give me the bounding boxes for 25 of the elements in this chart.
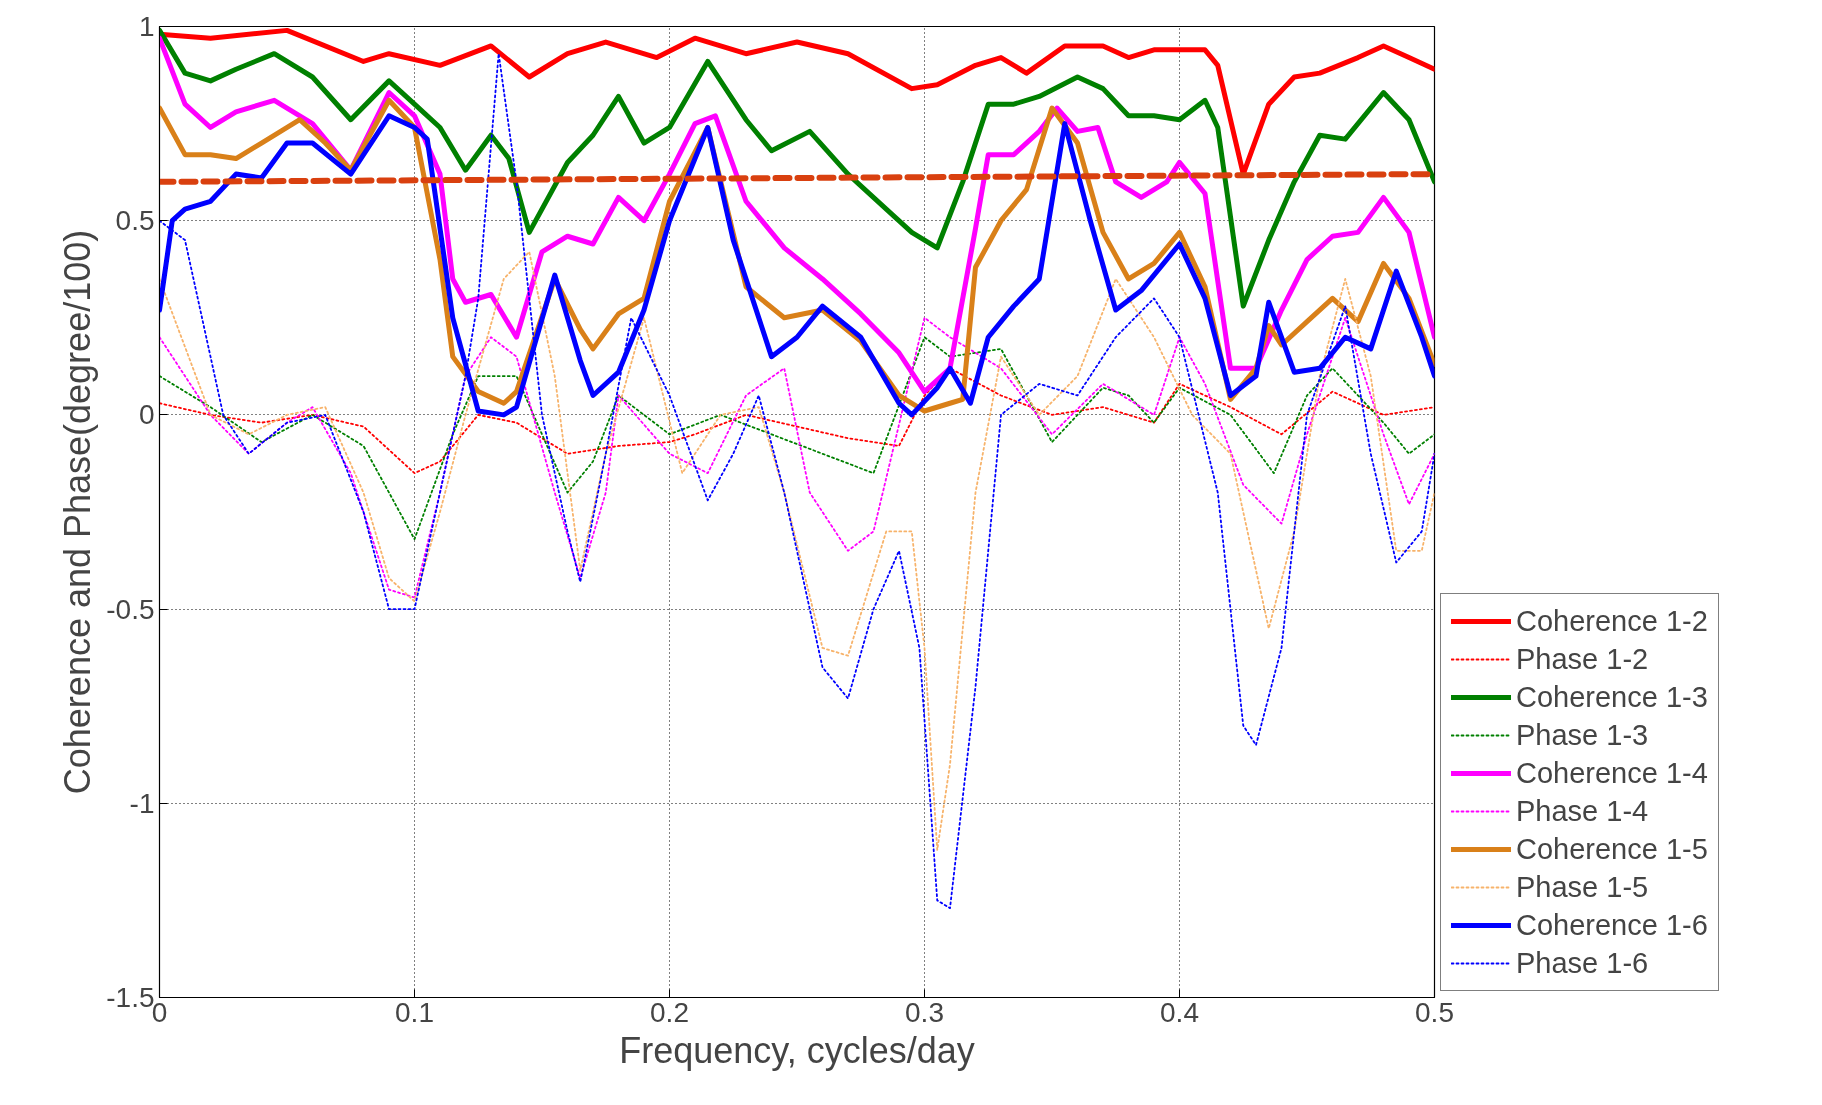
y-tick-label: 0.5 bbox=[115, 205, 155, 237]
x-tick-label: 0.1 bbox=[395, 996, 434, 1028]
y-axis-title: Coherence and Phase(degree/100) bbox=[57, 229, 99, 795]
y-tick-label: 0 bbox=[138, 399, 155, 431]
legend-label: Coherence 1-4 bbox=[1516, 756, 1708, 790]
legend-label: Coherence 1-5 bbox=[1516, 832, 1708, 866]
y-tick-label: -1 bbox=[129, 787, 155, 819]
legend-label: Coherence 1-6 bbox=[1516, 908, 1708, 942]
line-series bbox=[159, 336, 1435, 541]
y-tick-label: -0.5 bbox=[106, 593, 155, 625]
line-series bbox=[159, 250, 1435, 851]
x-tick-label: 0.3 bbox=[905, 996, 944, 1028]
x-axis-title: Frequency, cycles/day bbox=[619, 1029, 975, 1071]
x-tick-label: 0.5 bbox=[1415, 996, 1454, 1028]
legend-label: Phase 1-3 bbox=[1516, 718, 1649, 752]
x-tick-label: 0.4 bbox=[1160, 996, 1199, 1028]
legend-label: Phase 1-2 bbox=[1516, 642, 1649, 676]
legend-label: Phase 1-5 bbox=[1516, 870, 1649, 904]
legend-label: Coherence 1-3 bbox=[1516, 680, 1708, 714]
legend-label: Coherence 1-2 bbox=[1516, 604, 1708, 638]
legend-label: Phase 1-6 bbox=[1516, 946, 1649, 980]
line-series bbox=[159, 52, 1435, 910]
x-tick-label: 0.2 bbox=[650, 996, 689, 1028]
y-tick-label: 1 bbox=[138, 11, 155, 42]
legend-label: Phase 1-4 bbox=[1516, 794, 1649, 828]
